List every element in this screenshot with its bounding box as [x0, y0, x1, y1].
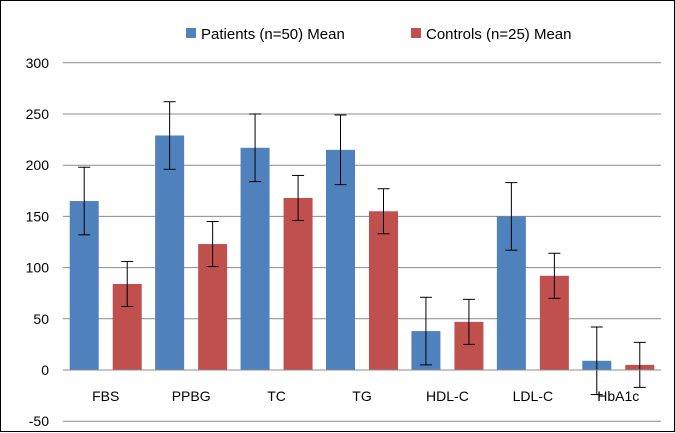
x-axis: FBS PPBG TC TG HDL-C LDL-C HbA1c	[63, 369, 661, 404]
legend-label: Controls (n=25) Mean	[426, 26, 572, 43]
x-tick-label: HDL-C	[426, 388, 469, 404]
y-tick-label: 250	[26, 106, 50, 122]
legend-swatch	[186, 28, 196, 38]
bar-controls-tc	[283, 197, 313, 370]
error-bars	[78, 101, 646, 396]
x-tick-label: LDL-C	[513, 388, 553, 404]
bar-patients-tg	[326, 149, 355, 370]
bar-patients-ppbg	[155, 135, 185, 370]
legend-swatch	[411, 28, 421, 38]
legend: Patients (n=50) Mean Controls (n=25) Mean	[186, 26, 572, 43]
y-axis: 300 250 200 150 100 50 0 -50	[26, 55, 50, 429]
y-tick-label: 50	[33, 311, 49, 327]
y-tick-label: 150	[26, 208, 50, 224]
y-tick-label: 0	[41, 362, 49, 378]
x-tick-label: TC	[267, 388, 286, 404]
bars	[69, 135, 655, 370]
y-tick-label: 300	[26, 55, 50, 71]
y-tick-label: -50	[29, 413, 49, 429]
x-tick-label: FBS	[92, 388, 119, 404]
x-tick-label: HbA1c	[597, 388, 639, 404]
legend-label: Patients (n=50) Mean	[201, 26, 345, 43]
x-tick-label: TG	[352, 388, 371, 404]
bar-patients-tc	[240, 147, 270, 370]
bar-controls-tg	[369, 211, 398, 370]
y-tick-label: 100	[26, 260, 50, 276]
gridlines	[63, 62, 661, 422]
x-tick-label: PPBG	[172, 388, 211, 404]
y-tick-label: 200	[26, 157, 50, 173]
